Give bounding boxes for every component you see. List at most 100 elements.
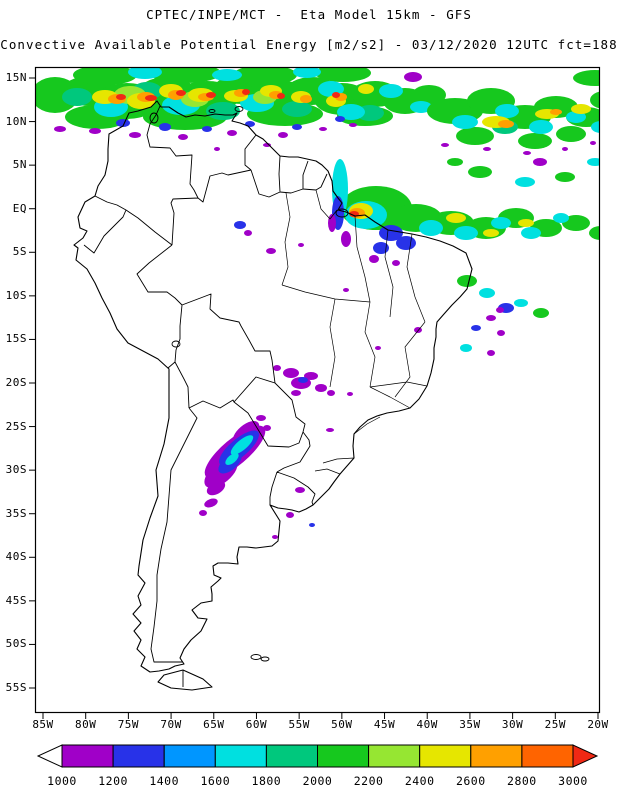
cape-region xyxy=(483,147,491,151)
cape-region xyxy=(337,104,365,120)
cape-region xyxy=(204,498,218,508)
cape-region xyxy=(533,308,549,318)
islands-and-lakes xyxy=(149,106,349,662)
colorbar-tick-label: 1000 xyxy=(47,774,77,788)
cape-region xyxy=(379,84,403,98)
island-margarita xyxy=(208,109,216,113)
colorbar-cell xyxy=(368,744,421,768)
cape-region xyxy=(404,72,422,82)
cape-region xyxy=(199,510,207,516)
cape-region xyxy=(550,109,562,115)
cape-region xyxy=(286,512,294,518)
colorbar-tick-label: 1200 xyxy=(98,774,128,788)
cape-region xyxy=(515,177,535,187)
cape-region xyxy=(523,151,531,155)
cape-region xyxy=(245,121,255,127)
cape-region xyxy=(601,113,617,121)
cape-region xyxy=(573,70,599,86)
cape-region xyxy=(178,134,188,140)
cape-region xyxy=(291,390,301,396)
cape-region xyxy=(128,68,162,79)
cape-region xyxy=(263,143,271,147)
cape-region xyxy=(315,68,371,82)
cape-region xyxy=(298,243,304,247)
y-axis-label: 15N xyxy=(5,71,27,84)
cape-region xyxy=(273,365,281,371)
x-axis-label: 20W xyxy=(587,718,609,731)
cape-region xyxy=(414,327,422,333)
cape-region xyxy=(277,93,285,99)
cape-region xyxy=(396,236,416,250)
state-borders xyxy=(281,189,428,475)
cape-region xyxy=(212,69,242,81)
cape-region xyxy=(369,255,379,263)
y-axis-label: 35S xyxy=(5,506,27,520)
y-axis-label: 45S xyxy=(5,593,27,607)
cape-region xyxy=(533,158,547,166)
cape-region xyxy=(327,390,335,396)
colorbar-cell xyxy=(265,744,318,768)
cape-region xyxy=(292,124,302,130)
colorbar-cell xyxy=(317,744,370,768)
map-svg xyxy=(29,66,601,719)
cape-region xyxy=(278,132,288,138)
colorbar-svg xyxy=(36,744,599,768)
x-axis: 85W 80W 75W 70W 65W 60W 55W 50W 45W 40W 35W 30W 25W 2… xyxy=(32,713,608,735)
cape-region xyxy=(419,220,443,236)
cape-region xyxy=(496,307,504,313)
y-axis-label: 5N xyxy=(12,158,27,172)
cape-region xyxy=(62,88,92,106)
cape-region xyxy=(116,119,130,127)
y-axis-label: 55S xyxy=(5,681,27,694)
cape-region xyxy=(206,480,226,496)
y-axis-label: 10S xyxy=(5,288,27,302)
title-line-1: CPTEC/INPE/MCT - Eta Model 15km - GFS xyxy=(146,7,472,22)
cape-region xyxy=(234,221,246,229)
x-axis-label: 45W xyxy=(373,718,396,731)
cape-region xyxy=(206,92,216,98)
cape-region xyxy=(358,84,374,94)
cape-region xyxy=(562,147,568,151)
y-axis-label: 25S xyxy=(5,419,27,433)
colorbar-tick-label: 2200 xyxy=(353,774,384,788)
cape-region xyxy=(347,392,353,396)
cape-region xyxy=(244,230,252,236)
cape-region xyxy=(373,242,389,254)
colorbar: 1000 1200 1400 1600 1800 2000 2200 2400 2600 2800… xyxy=(35,744,600,796)
cape-region xyxy=(149,68,221,83)
cape-region xyxy=(521,227,541,239)
cape-region xyxy=(315,384,327,392)
colorbar-cell xyxy=(112,744,165,768)
cape-region xyxy=(343,288,349,292)
x-axis-label: 55W xyxy=(288,718,310,731)
cape-region xyxy=(293,68,321,78)
cape-region xyxy=(556,126,586,142)
cape-region xyxy=(304,372,318,380)
cape-region xyxy=(447,158,463,166)
cape-region xyxy=(116,94,126,100)
colorbar-cell xyxy=(61,744,114,768)
colorbar-tick-label: 2800 xyxy=(507,774,537,788)
cape-region xyxy=(441,143,449,147)
cape-region xyxy=(341,231,351,247)
cape-region xyxy=(349,123,357,127)
cape-region xyxy=(300,95,312,103)
cape-region xyxy=(282,101,312,117)
cape-region xyxy=(309,523,315,527)
cape-region xyxy=(410,101,432,113)
y-axis-label: 40S xyxy=(5,550,27,564)
cape-region xyxy=(446,213,466,223)
cape-region xyxy=(159,123,171,131)
x-axis-label: 65W xyxy=(203,718,225,731)
y-axis-label: 15S xyxy=(5,332,27,346)
x-axis-label: 25W xyxy=(544,718,566,731)
cape-region xyxy=(89,128,101,134)
x-axis-label: 30W xyxy=(501,718,524,731)
cape-region xyxy=(230,435,254,455)
cape-region xyxy=(319,127,327,131)
x-axis-label: 40W xyxy=(416,718,438,731)
colorbar-cell xyxy=(214,744,267,768)
cape-region xyxy=(590,141,596,145)
title-line-2: Convective Available Potential Energy [m… xyxy=(0,37,618,52)
